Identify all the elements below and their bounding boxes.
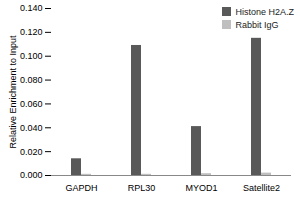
svg-text:0.040: 0.040 — [20, 123, 43, 133]
svg-text:0.080: 0.080 — [20, 75, 43, 85]
svg-text:0.000: 0.000 — [20, 170, 43, 180]
svg-text:0.120: 0.120 — [20, 27, 43, 37]
svg-text:0.100: 0.100 — [20, 51, 43, 61]
svg-text:Relative Enrichment to Input: Relative Enrichment to Input — [8, 35, 18, 149]
svg-text:GAPDH: GAPDH — [65, 183, 97, 193]
svg-text:0.060: 0.060 — [20, 99, 43, 109]
svg-text:MYOD1: MYOD1 — [185, 183, 217, 193]
svg-text:0.140: 0.140 — [20, 3, 43, 13]
html-text:Histone H2A.Z: Histone H2A.Z — [235, 7, 294, 17]
svg-text:RPL30: RPL30 — [128, 183, 156, 193]
svg-text:0.020: 0.020 — [20, 147, 43, 157]
html-text:Rabbit IgG: Rabbit IgG — [235, 20, 279, 30]
svg-text:Satellite2: Satellite2 — [243, 183, 280, 193]
